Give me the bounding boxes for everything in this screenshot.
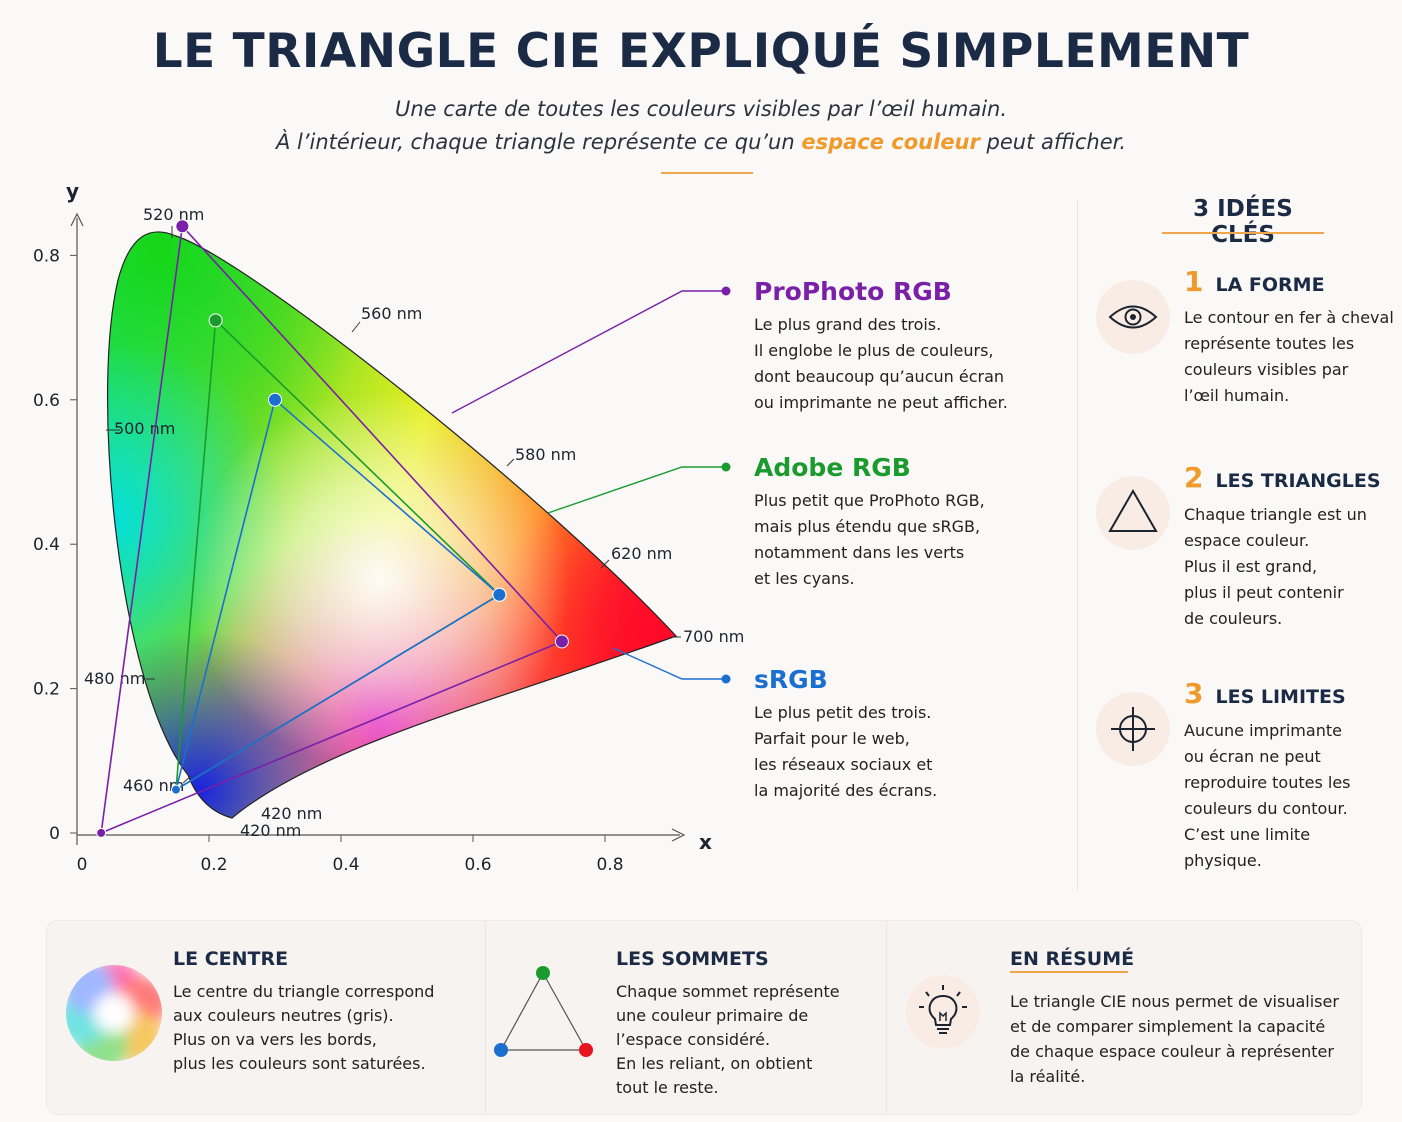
gamut-vertex [171,784,181,795]
key-idea-2-text: Chaque triangle est un espace couleur. P… [1184,505,1367,628]
wavelength-labels: 520 nm 560 nm 500 nm 580 nm 620 nm 700 n… [84,205,744,840]
wavelength-label: 420 nm [240,821,301,840]
x-axis-arrow [671,828,686,842]
subtitle-text-before: À l’intérieur, chaque triangle représent… [275,130,802,154]
wavelength-label: 480 nm [84,669,145,688]
y-axis-label: y [66,179,79,203]
key-idea-2-number: 2 [1184,461,1204,494]
key-idea-2-title: LES TRIANGLES [1215,470,1381,492]
key-ideas-title: 3 IDÉES CLÉS [1193,196,1293,248]
gamut-triangle [100,224,564,835]
spectral-locus [107,231,676,818]
gamut-prophoto-name: ProPhoto RGB [754,277,952,306]
y-axis-arrow [70,212,84,227]
gamut-vertex [96,827,107,838]
x-axis-tick-label: 0.8 [596,855,623,875]
eye-icon [1096,280,1170,354]
y-axis-tick-label: 0.8 [33,246,60,266]
gamut-connector-line [451,290,726,414]
gamut-connector-line [547,466,726,514]
gamut-connector-line [612,647,726,680]
y-axis-tick-label: 0 [49,824,60,844]
x-axis-tick-label: 0.2 [200,855,227,875]
gamut-triangles [96,219,569,838]
gamut-srgb: sRGB Le plus petit des trois. Parfait po… [754,665,1074,804]
key-idea-3-text: Aucune imprimante ou écran ne peut repro… [1184,721,1351,870]
wavelength-label: 500 nm [114,419,175,438]
gamut-connector-dot [721,462,731,472]
gamut-adobe-name: Adobe RGB [754,453,911,482]
x-axis-tick-label: 0 [77,855,88,875]
key-idea-3-title: LES LIMITES [1215,686,1346,708]
gamut-vertex [554,634,569,649]
gamut-srgb-description: Le plus petit des trois. Parfait pour le… [754,703,938,800]
wavelength-tick [506,458,515,467]
key-idea-1-heading: 1 LA FORME [1184,265,1325,298]
axis-ticks: 0 0.2 0.4 0.6 0.8 0 0.2 0.4 0.6 0.8 [33,246,624,875]
bottom-summary-text: Le triangle CIE nous permet de visualise… [1010,992,1339,1086]
wavelength-label: 700 nm [683,627,744,646]
key-idea-2-heading: 2 LES TRIANGLES [1184,461,1381,494]
wavelength-label: 580 nm [515,445,576,464]
crosshair-icon [1096,692,1170,766]
key-idea-3-number: 3 [1184,677,1204,710]
color-wheel-icon [66,965,162,1061]
gamut-vertex [175,219,190,234]
gamut-connector-dot [721,286,731,296]
title-divider [661,172,753,174]
wavelength-label: 560 nm [361,304,422,323]
x-axis-label: x [699,830,712,854]
gamut-adobe-description: Plus petit que ProPhoto RGB, mais plus é… [754,491,985,588]
gamut-triangle [174,398,501,792]
wavelength-tick [182,775,192,784]
lightbulb-icon [906,975,980,1049]
bottom-vertices-text: Chaque sommet représente une couleur pri… [616,982,840,1097]
bottom-summary-heading: EN RÉSUMÉ [1010,948,1135,970]
key-idea-1-title: LA FORME [1215,274,1325,296]
key-ideas-underline [1162,232,1324,234]
wavelength-label: 420 nm [261,804,322,823]
y-axis-tick-label: 0.2 [33,680,60,700]
wavelength-label: 620 nm [611,544,672,563]
x-axis-tick-label: 0.6 [464,855,491,875]
bottom-center-heading: LE CENTRE [173,948,289,970]
wavelength-label: 520 nm [143,205,204,224]
gamut-connector-dot [721,674,731,684]
gamut-vertex [492,587,507,602]
subtitle-text-after: peut afficher. [979,130,1127,154]
vertical-divider [1077,200,1078,890]
subtitle-accent: espace couleur [801,130,980,154]
gamut-adobe: Adobe RGB Plus petit que ProPhoto RGB, m… [754,453,1074,592]
bottom-center-text: Le centre du triangle correspond aux cou… [173,982,435,1073]
key-idea-3-heading: 3 LES LIMITES [1184,677,1346,710]
gamut-srgb-name: sRGB [754,665,828,694]
gamut-vertex [268,392,282,407]
bottom-divider-1 [485,920,486,1115]
bottom-divider-2 [886,920,887,1115]
gamut-connectors [451,286,731,684]
page-title: LE TRIANGLE CIE EXPLIQUÉ SIMPLEMENT [152,24,1250,79]
triangle-icon [1096,476,1170,550]
bottom-summary-card [46,920,1362,1115]
gamut-prophoto-description: Le plus grand des trois. Il englobe le p… [754,315,1008,412]
subtitle-line-1: Une carte de toutes les couleurs visible… [394,97,1008,121]
bottom-vertices-heading: LES SOMMETS [616,948,769,970]
gamut-vertex [208,313,223,328]
x-axis-tick-label: 0.4 [332,855,359,875]
subtitle-line-2: À l’intérieur, chaque triangle représent… [0,130,1402,154]
wavelength-tick [351,321,361,333]
key-idea-1-number: 1 [1184,265,1204,298]
key-idea-1-text: Le contour en fer à cheval représente to… [1184,308,1394,405]
gamut-prophoto: ProPhoto RGB Le plus grand des trois. Il… [754,277,1074,416]
cie-diagram: y x 0 0.2 0.4 0.6 0.8 0 0.2 0.4 0.6 0.8 520 nm 56… [33,179,744,875]
bottom-summary-underline [1010,971,1128,973]
y-axis-tick-label: 0.6 [33,391,60,411]
y-axis-tick-label: 0.4 [33,535,60,555]
wavelength-tick [600,559,610,569]
wavelength-label: 460 nm [123,776,184,795]
rgb-triangle-icon [494,966,593,1057]
